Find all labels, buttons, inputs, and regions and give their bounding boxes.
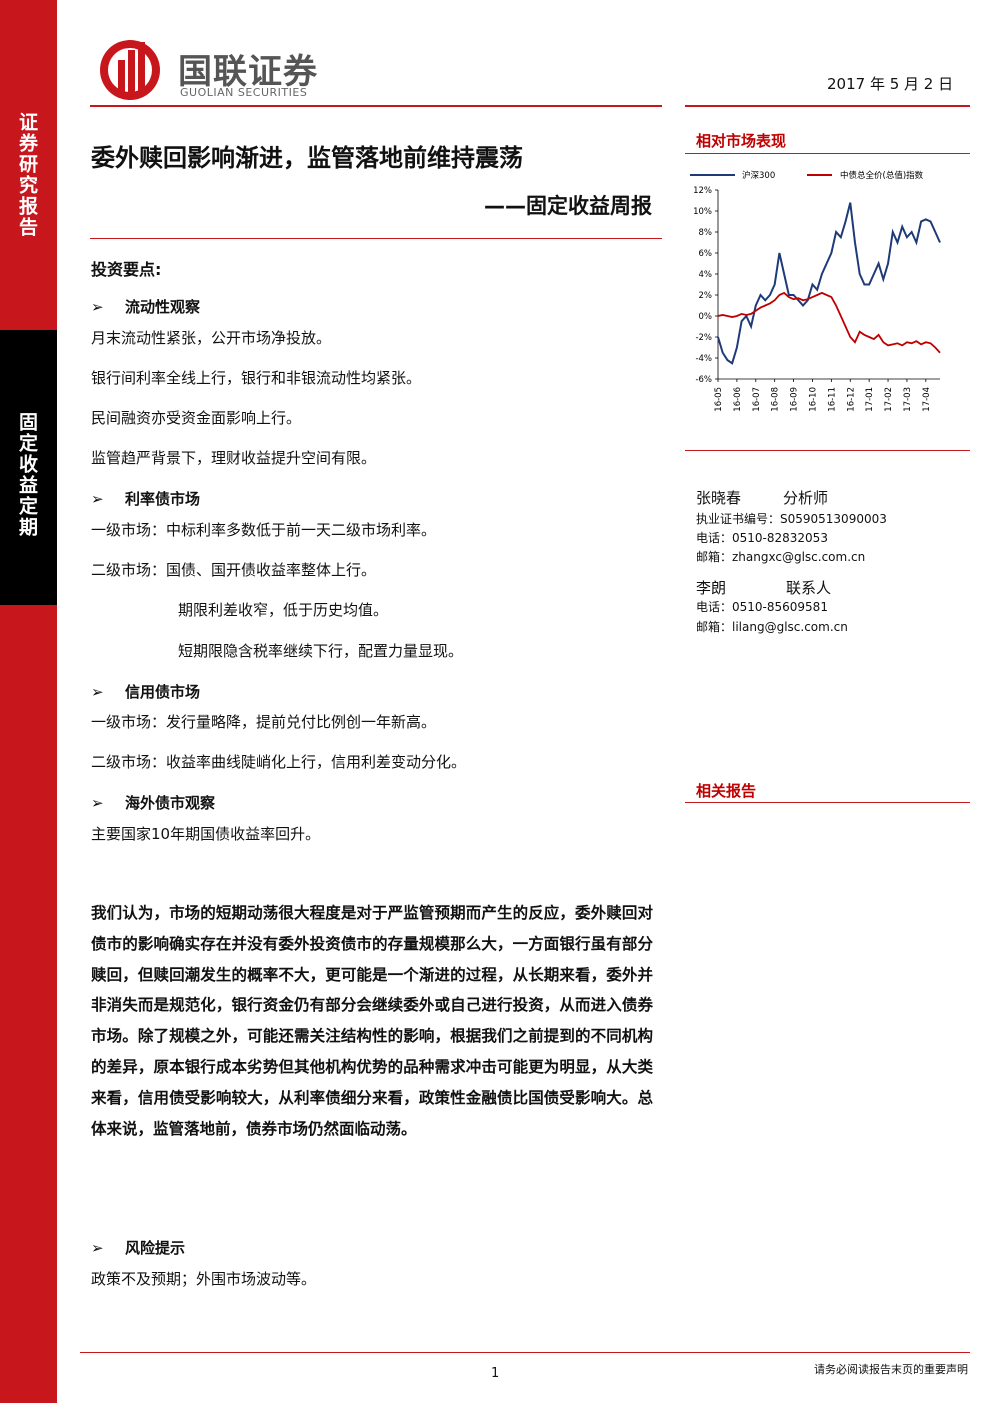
section-title: 信用债市场: [125, 683, 201, 701]
analyst-name: 李朗 联系人: [696, 577, 831, 598]
section-heading: ➢ 风险提示: [91, 1239, 186, 1257]
series-line: [717, 291, 941, 354]
paragraph: 民间融资亦受资金面影响上行。: [91, 409, 302, 427]
x-tick-label: 16-05: [714, 387, 724, 412]
section-heading: ➢ 海外债市观察: [91, 794, 216, 812]
page-number: 1: [491, 1366, 500, 1381]
x-tick-label: 16-06: [733, 387, 743, 412]
related-rule: [685, 802, 970, 803]
x-tick-label: 16-08: [771, 387, 781, 412]
paragraph: 期限利差收窄，低于历史均值。: [178, 601, 389, 619]
y-tick-label: 4%: [699, 270, 713, 280]
sidebar: [0, 0, 57, 1403]
paragraph: 银行间利率全线上行，银行和非银流动性均紧张。: [91, 369, 422, 387]
x-tick-label: 17-02: [884, 387, 894, 412]
logo-subtext: GUOLIAN SECURITIES: [180, 86, 308, 99]
role: 分析师: [783, 489, 829, 507]
footer-note: 请务必阅读报告末页的重要声明: [814, 1363, 968, 1376]
footer-rule: [80, 1352, 970, 1353]
legend-label: 中债总全价(总值)指数: [840, 170, 924, 181]
header-rule: [90, 105, 662, 107]
y-tick-label: -6%: [695, 375, 712, 385]
analyst-license: 执业证书编号：S0590513090003: [696, 512, 887, 526]
logo-text: 国联证券: [178, 52, 318, 92]
x-tick-label: 16-11: [827, 387, 837, 412]
related-heading: 相关报告: [696, 782, 757, 800]
y-tick-label: 12%: [693, 186, 712, 196]
x-tick-label: 17-01: [865, 387, 875, 412]
role: 联系人: [786, 579, 832, 597]
chart: -6% -4% -2% 0% 2% 4% 6% 8% 10% 12% 16-05 16-06 16-07…: [690, 170, 941, 412]
chart-heading: 相对市场表现: [696, 132, 787, 150]
paragraph: 一级市场：中标利率多数低于前一天二级市场利率。: [91, 521, 437, 539]
analyst-name: 张晓春 分析师: [696, 487, 828, 508]
y-tick-label: 8%: [699, 228, 713, 238]
header-rule-right: [685, 105, 970, 107]
paragraph: 一级市场：发行量略降，提前兑付比例创一年新高。: [91, 713, 437, 731]
chart-heading-rule: [685, 153, 970, 154]
paragraph: 主要国家10年期国债收益率回升。: [91, 825, 321, 843]
title-rule: [90, 238, 662, 239]
section-title: 利率债市场: [125, 490, 201, 508]
section-title: 海外债市观察: [125, 794, 216, 812]
x-tick-label: 17-04: [922, 387, 932, 412]
paragraph: 二级市场：国债、国开债收益率整体上行。: [91, 561, 377, 579]
analyst-phone: 电话：0510-85609581: [696, 600, 828, 614]
sidebar-middle: 固定收益定期: [16, 412, 38, 538]
analyst-phone: 电话：0510-82832053: [696, 531, 828, 545]
y-tick-label: 0%: [699, 312, 713, 322]
paragraph: 短期限隐含税率继续下行，配置力量显现。: [178, 642, 464, 660]
y-tick-label: 6%: [699, 249, 713, 259]
section-heading: ➢ 信用债市场: [91, 683, 201, 701]
name: 张晓春: [696, 489, 742, 507]
report-date: 2017 年 5 月 2 日: [827, 75, 954, 93]
sidebar-top: 证券研究报告: [16, 112, 38, 238]
key-points-heading: 投资要点:: [91, 260, 162, 279]
name: 李朗: [696, 579, 727, 597]
y-tick-label: -4%: [695, 354, 712, 364]
paragraph: 月末流动性紧张，公开市场净投放。: [91, 329, 332, 347]
paragraph: 监管趋严背景下，理财收益提升空间有限。: [91, 449, 377, 467]
y-tick-label: 2%: [699, 291, 713, 301]
legend-label: 沪深300: [742, 170, 775, 181]
logo-mark: [100, 40, 160, 100]
paragraph: 政策不及预期；外围市场波动等。: [91, 1270, 317, 1288]
y-tick-label: -2%: [695, 333, 712, 343]
x-tick-label: 16-09: [790, 387, 800, 412]
opinion: 我们认为，市场的短期动荡很大程度是对于严监管预期而产生的反应，委外赎回对债市的影…: [91, 904, 653, 1138]
series-line: [717, 202, 941, 365]
x-tick-label: 16-10: [808, 387, 818, 412]
section-heading: ➢ 流动性观察: [91, 298, 201, 316]
chart-rule: [685, 450, 970, 451]
x-tick-label: 17-03: [903, 387, 913, 412]
paragraph: 二级市场：收益率曲线陡峭化上行，信用利差变动分化。: [91, 753, 467, 771]
x-tick-label: 16-07: [752, 387, 762, 412]
y-tick-label: 10%: [693, 207, 712, 217]
section-heading: ➢ 利率债市场: [91, 490, 201, 508]
analyst-email: 邮箱：zhangxc@glsc.com.cn: [696, 550, 866, 564]
section-title: 流动性观察: [125, 298, 201, 316]
sidebar-block: [0, 330, 57, 605]
x-tick-label: 16-12: [846, 387, 856, 412]
section-title: 风险提示: [125, 1239, 186, 1257]
analyst-email: 邮箱：lilang@glsc.com.cn: [696, 620, 848, 634]
title: 委外赎回影响渐进，监管落地前维持震荡: [91, 144, 523, 172]
subtitle: ——固定收益周报: [484, 194, 652, 218]
